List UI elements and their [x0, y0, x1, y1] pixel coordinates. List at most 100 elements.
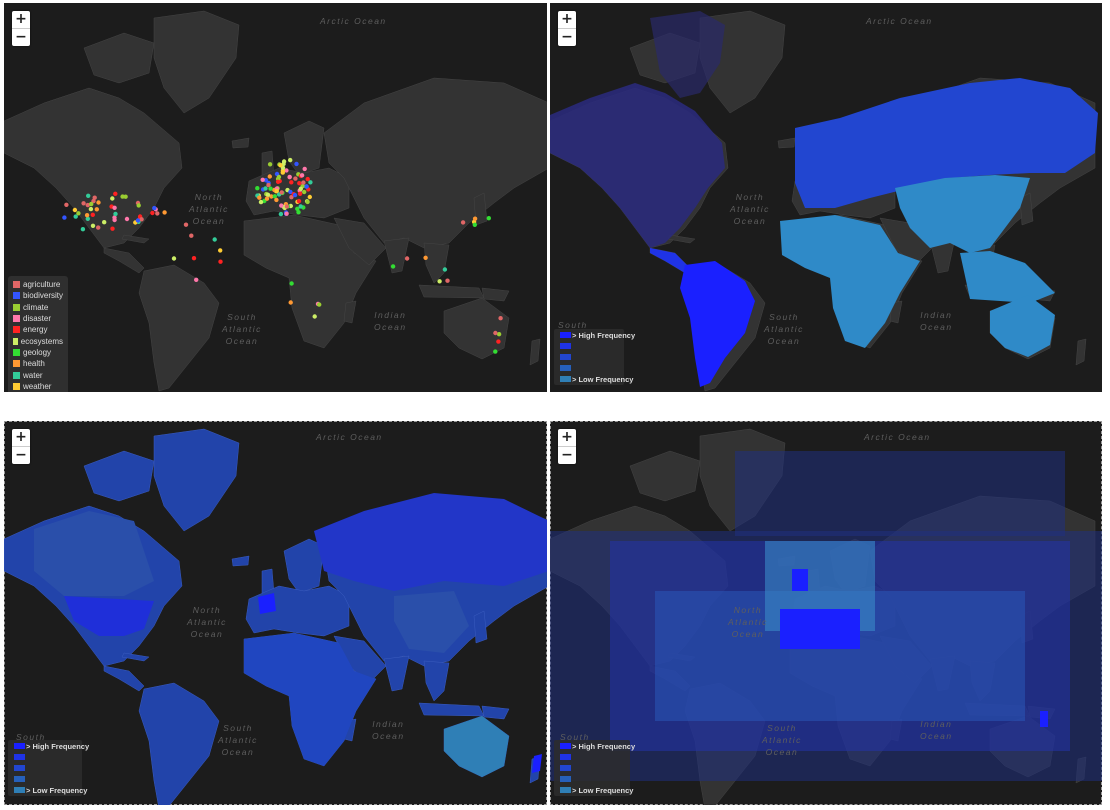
- topic-marker[interactable]: [113, 211, 118, 217]
- topic-marker[interactable]: [212, 237, 217, 242]
- topic-marker[interactable]: [304, 184, 309, 189]
- topic-marker[interactable]: [73, 214, 78, 219]
- topic-marker[interactable]: [96, 225, 101, 230]
- topic-marker[interactable]: [267, 162, 273, 167]
- topic-marker[interactable]: [88, 206, 94, 212]
- topic-marker[interactable]: [442, 267, 448, 272]
- zoom-out-button[interactable]: −: [558, 28, 576, 46]
- topic-marker[interactable]: [90, 212, 96, 217]
- topic-marker[interactable]: [260, 177, 265, 182]
- map-panel-grid-frequency[interactable]: + − Arctic Ocean North Atlantic Ocean So…: [550, 421, 1102, 805]
- topic-marker[interactable]: [308, 180, 313, 185]
- topic-marker[interactable]: [302, 189, 307, 195]
- world-map[interactable]: [550, 421, 1102, 805]
- topic-marker[interactable]: [279, 190, 284, 195]
- topic-marker[interactable]: [189, 233, 194, 238]
- topic-marker[interactable]: [472, 222, 477, 227]
- topic-marker[interactable]: [288, 189, 293, 195]
- topic-marker[interactable]: [81, 201, 86, 206]
- topic-marker[interactable]: [152, 205, 157, 211]
- topic-marker[interactable]: [275, 179, 281, 184]
- topic-marker[interactable]: [112, 205, 117, 210]
- topic-marker[interactable]: [96, 200, 101, 205]
- topic-marker[interactable]: [94, 207, 100, 212]
- topic-marker[interactable]: [85, 216, 91, 221]
- topic-marker[interactable]: [191, 256, 197, 261]
- topic-marker[interactable]: [85, 202, 91, 208]
- topic-marker[interactable]: [493, 349, 498, 354]
- topic-marker[interactable]: [296, 198, 302, 204]
- topic-marker[interactable]: [486, 216, 491, 221]
- zoom-in-button[interactable]: +: [15, 11, 27, 27]
- topic-marker[interactable]: [92, 195, 97, 200]
- topic-marker[interactable]: [218, 259, 223, 264]
- topic-marker[interactable]: [297, 191, 303, 196]
- topic-marker[interactable]: [423, 255, 428, 260]
- topic-marker[interactable]: [284, 211, 289, 216]
- topic-marker[interactable]: [299, 173, 305, 178]
- topic-marker[interactable]: [120, 194, 125, 199]
- topic-marker[interactable]: [493, 330, 498, 336]
- topic-marker[interactable]: [258, 199, 264, 205]
- topic-marker[interactable]: [110, 196, 115, 201]
- topic-marker[interactable]: [257, 195, 262, 200]
- topic-marker[interactable]: [278, 163, 283, 168]
- topic-marker[interactable]: [113, 191, 118, 196]
- topic-marker[interactable]: [135, 218, 141, 223]
- topic-marker[interactable]: [89, 201, 94, 207]
- topic-marker[interactable]: [255, 186, 260, 191]
- topic-marker[interactable]: [136, 203, 141, 208]
- topic-marker[interactable]: [91, 198, 96, 204]
- topic-marker[interactable]: [72, 207, 78, 213]
- topic-marker[interactable]: [267, 174, 272, 179]
- zoom-in-button[interactable]: +: [15, 429, 27, 445]
- topic-marker[interactable]: [305, 176, 310, 182]
- topic-marker[interactable]: [312, 314, 317, 319]
- topic-marker[interactable]: [297, 181, 302, 186]
- topic-marker[interactable]: [294, 161, 299, 167]
- topic-marker[interactable]: [86, 193, 91, 198]
- map-panel-topics[interactable]: + − Arctic Ocean North Atlantic Ocean So…: [4, 3, 547, 392]
- topic-marker[interactable]: [317, 302, 322, 307]
- topic-marker[interactable]: [124, 216, 130, 222]
- topic-marker[interactable]: [496, 332, 502, 337]
- topic-marker[interactable]: [301, 180, 306, 185]
- topic-marker[interactable]: [90, 223, 96, 228]
- topic-marker[interactable]: [284, 168, 289, 173]
- topic-marker[interactable]: [266, 182, 271, 188]
- topic-marker[interactable]: [292, 192, 298, 198]
- topic-marker[interactable]: [76, 211, 81, 216]
- topic-marker[interactable]: [183, 222, 189, 227]
- topic-marker[interactable]: [62, 215, 67, 220]
- zoom-in-button[interactable]: +: [561, 11, 573, 27]
- topic-marker[interactable]: [295, 206, 300, 211]
- topic-marker[interactable]: [288, 157, 293, 163]
- topic-marker[interactable]: [278, 211, 284, 217]
- topic-marker[interactable]: [298, 204, 303, 209]
- world-map[interactable]: [4, 421, 547, 805]
- topic-marker[interactable]: [498, 316, 503, 321]
- topic-marker[interactable]: [460, 220, 466, 225]
- topic-marker[interactable]: [80, 227, 86, 232]
- topic-marker[interactable]: [437, 279, 442, 284]
- zoom-out-button[interactable]: −: [558, 446, 576, 464]
- topic-marker[interactable]: [139, 217, 144, 222]
- topic-marker[interactable]: [265, 192, 271, 197]
- topic-marker[interactable]: [289, 195, 294, 200]
- topic-marker[interactable]: [496, 339, 501, 344]
- topic-marker[interactable]: [289, 180, 294, 185]
- map-panel-continent-frequency[interactable]: + − Arctic Ocean North Atlantic Ocean So…: [550, 3, 1102, 392]
- topic-marker[interactable]: [155, 211, 160, 216]
- topic-marker[interactable]: [289, 281, 294, 286]
- topic-marker[interactable]: [288, 300, 293, 305]
- zoom-out-button[interactable]: −: [12, 446, 30, 464]
- topic-marker[interactable]: [268, 186, 273, 191]
- topic-marker[interactable]: [274, 188, 279, 194]
- topic-marker[interactable]: [264, 196, 270, 201]
- topic-marker[interactable]: [263, 186, 268, 191]
- topic-marker[interactable]: [110, 226, 115, 231]
- topic-marker[interactable]: [445, 278, 450, 283]
- topic-marker[interactable]: [150, 210, 155, 216]
- topic-marker[interactable]: [307, 194, 312, 200]
- topic-marker[interactable]: [84, 213, 90, 218]
